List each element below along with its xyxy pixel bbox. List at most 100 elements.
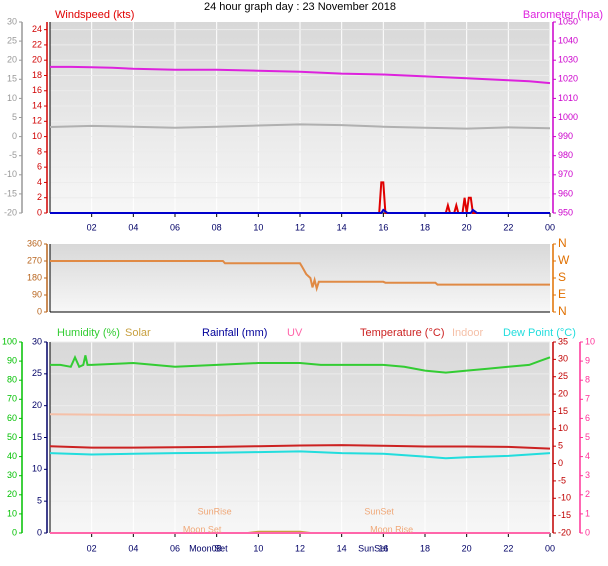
y-tick-label: 980 bbox=[558, 150, 573, 160]
x-tick-label: 06 bbox=[170, 543, 180, 553]
legend-label: Humidity (%) bbox=[57, 327, 120, 339]
y-tick-label: -5 bbox=[9, 150, 17, 160]
y-tick-label: 1040 bbox=[558, 35, 578, 45]
y-tick-label: -5 bbox=[558, 475, 566, 485]
y-tick-label: 10 bbox=[32, 464, 42, 474]
legend-label: Windspeed (kts) bbox=[55, 9, 134, 21]
series-line bbox=[50, 354, 551, 374]
x-tick-label: 20 bbox=[462, 543, 472, 553]
y-tick-label: 960 bbox=[558, 188, 573, 198]
y-tick-label: 20 bbox=[32, 400, 42, 410]
x-tick-label: 04 bbox=[128, 543, 138, 553]
legend-label: Rainfall (mm) bbox=[202, 327, 267, 339]
series-line bbox=[49, 444, 551, 450]
y-tick-label: 0 bbox=[585, 527, 590, 537]
y-tick-label: 90 bbox=[7, 355, 17, 365]
y-tick-label: 2 bbox=[585, 489, 590, 499]
legend-label: Temperature (°C) bbox=[360, 327, 444, 339]
series-line bbox=[49, 123, 551, 130]
y-tick-label: 0 bbox=[37, 527, 42, 537]
x-tick-label: 00 bbox=[545, 543, 555, 553]
y-tick-label: 990 bbox=[558, 131, 573, 141]
annotation: Moon Rise bbox=[370, 524, 413, 534]
y-tick-label: -10 bbox=[558, 493, 571, 503]
y-tick-label: 30 bbox=[7, 16, 17, 26]
x-tick-label: 20 bbox=[462, 222, 472, 232]
y-tick-label: 3 bbox=[585, 470, 590, 480]
y-tick-label: N bbox=[558, 236, 567, 250]
y-tick-label: 30 bbox=[7, 470, 17, 480]
y-tick-label: 20 bbox=[558, 388, 568, 398]
y-tick-label: -10 bbox=[4, 169, 17, 179]
y-tick-label: 22 bbox=[32, 39, 42, 49]
x-tick-label: 22 bbox=[503, 543, 513, 553]
y-tick-label: 10 bbox=[7, 508, 17, 518]
y-tick-label: 10 bbox=[32, 131, 42, 141]
y-tick-label: -15 bbox=[558, 510, 571, 520]
legend-label: Barometer (hpa) bbox=[523, 9, 603, 21]
x-tick-label: 18 bbox=[420, 543, 430, 553]
y-tick-label: 5 bbox=[585, 432, 590, 442]
x-tick-label: 14 bbox=[337, 543, 347, 553]
legend-label: UV bbox=[287, 327, 303, 339]
series-line bbox=[49, 450, 551, 460]
y-tick-label: 4 bbox=[585, 451, 590, 461]
y-tick-label: 4 bbox=[37, 177, 42, 187]
y-tick-label: 10 bbox=[7, 93, 17, 103]
annotation: SunRise bbox=[198, 506, 232, 516]
y-tick-label: 5 bbox=[37, 496, 42, 506]
y-tick-label: 30 bbox=[558, 354, 568, 364]
y-tick-label: 70 bbox=[7, 394, 17, 404]
y-tick-label: 1020 bbox=[558, 74, 578, 84]
series-line bbox=[50, 65, 551, 85]
x-annotation: SunSet bbox=[358, 543, 388, 553]
y-tick-label: 15 bbox=[7, 74, 17, 84]
y-tick-label: 60 bbox=[7, 413, 17, 423]
series-line bbox=[50, 260, 550, 293]
y-tick-label: 5 bbox=[558, 441, 563, 451]
legend-label: Solar bbox=[125, 327, 151, 339]
x-tick-label: 14 bbox=[337, 222, 347, 232]
x-tick-label: 12 bbox=[295, 543, 305, 553]
y-tick-label: 0 bbox=[558, 458, 563, 468]
y-tick-label: 360 bbox=[27, 238, 42, 248]
y-tick-label: 12 bbox=[32, 116, 42, 126]
y-tick-label: 24 bbox=[32, 24, 42, 34]
x-tick-label: 02 bbox=[87, 222, 97, 232]
y-tick-label: 7 bbox=[585, 394, 590, 404]
x-tick-label: 22 bbox=[503, 222, 513, 232]
y-tick-label: 180 bbox=[27, 272, 42, 282]
x-tick-label: 08 bbox=[212, 543, 222, 553]
y-tick-label: 1000 bbox=[558, 112, 578, 122]
x-tick-label: 18 bbox=[420, 222, 430, 232]
x-tick-label: 12 bbox=[295, 222, 305, 232]
y-tick-label: 25 bbox=[558, 371, 568, 381]
y-tick-label: E bbox=[558, 287, 566, 301]
y-tick-label: 25 bbox=[32, 368, 42, 378]
y-tick-label: 8 bbox=[585, 375, 590, 385]
y-tick-label: -20 bbox=[558, 527, 571, 537]
x-tick-label: 00 bbox=[545, 222, 555, 232]
legend-label: Dew Point (°C) bbox=[503, 327, 576, 339]
y-tick-label: 10 bbox=[558, 423, 568, 433]
y-tick-label: 25 bbox=[7, 35, 17, 45]
x-tick-label: 08 bbox=[212, 222, 222, 232]
annotation: SunSet bbox=[364, 506, 394, 516]
y-tick-label: 0 bbox=[37, 207, 42, 217]
y-tick-label: 10 bbox=[585, 336, 595, 346]
x-tick-label: 10 bbox=[253, 543, 263, 553]
y-tick-label: 0 bbox=[12, 527, 17, 537]
y-tick-label: 50 bbox=[7, 432, 17, 442]
y-tick-label: 100 bbox=[2, 336, 17, 346]
y-tick-label: 20 bbox=[7, 55, 17, 65]
y-tick-label: 90 bbox=[32, 289, 42, 299]
y-tick-label: 80 bbox=[7, 375, 17, 385]
annotation: Moon Set bbox=[183, 524, 222, 534]
y-tick-label: 20 bbox=[32, 55, 42, 65]
y-tick-label: 16 bbox=[32, 85, 42, 95]
x-tick-label: 06 bbox=[170, 222, 180, 232]
y-tick-label: N bbox=[558, 304, 567, 318]
series-line bbox=[50, 208, 550, 214]
y-tick-label: 30 bbox=[32, 336, 42, 346]
y-tick-label: 1010 bbox=[558, 93, 578, 103]
